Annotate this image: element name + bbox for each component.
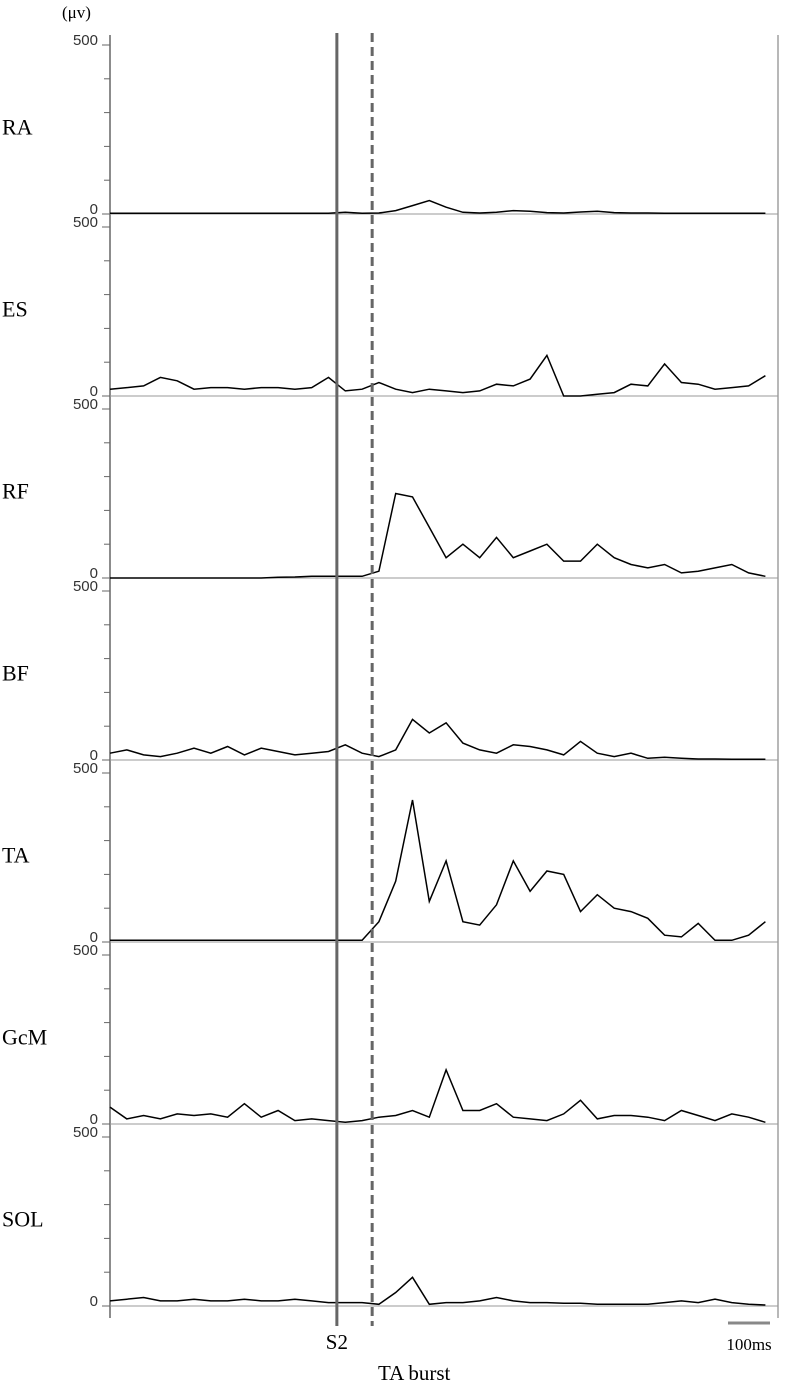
emg-trace bbox=[109, 718, 766, 761]
y-tick-label: 0 bbox=[90, 747, 98, 764]
panel-label: BF bbox=[2, 661, 29, 686]
y-tick-label: 500 bbox=[73, 578, 98, 595]
emg-trace bbox=[109, 1067, 766, 1124]
scale-bar-label: 100ms bbox=[726, 1335, 771, 1354]
event-label: S2 bbox=[326, 1330, 348, 1354]
y-tick-label: 500 bbox=[73, 942, 98, 959]
y-tick-label: 0 bbox=[90, 201, 98, 218]
y-tick-label: 500 bbox=[73, 32, 98, 49]
emg-trace bbox=[110, 799, 766, 942]
panel-label: SOL bbox=[2, 1207, 44, 1232]
event-label: TA burst bbox=[378, 1361, 451, 1385]
y-tick-label: 0 bbox=[90, 929, 98, 946]
y-tick-label: 500 bbox=[73, 760, 98, 777]
panel-label: ES bbox=[2, 297, 28, 322]
emg-trace bbox=[109, 1276, 766, 1306]
y-tick-label: 500 bbox=[73, 214, 98, 231]
panel-label: RA bbox=[2, 115, 33, 140]
panel-label: RF bbox=[2, 479, 29, 504]
y-tick-label: 0 bbox=[90, 1293, 98, 1310]
panel-label: GcM bbox=[2, 1025, 47, 1050]
emg-trace bbox=[110, 492, 766, 579]
y-tick-label: 0 bbox=[90, 1111, 98, 1128]
y-tick-label: 500 bbox=[73, 396, 98, 413]
y-tick-label: 500 bbox=[73, 1124, 98, 1141]
emg-trace bbox=[110, 199, 766, 215]
panel-label: TA bbox=[2, 843, 30, 868]
y-tick-label: 0 bbox=[90, 383, 98, 400]
y-unit: (μv) bbox=[62, 3, 91, 22]
emg-trace bbox=[109, 353, 766, 397]
y-tick-label: 0 bbox=[90, 565, 98, 582]
